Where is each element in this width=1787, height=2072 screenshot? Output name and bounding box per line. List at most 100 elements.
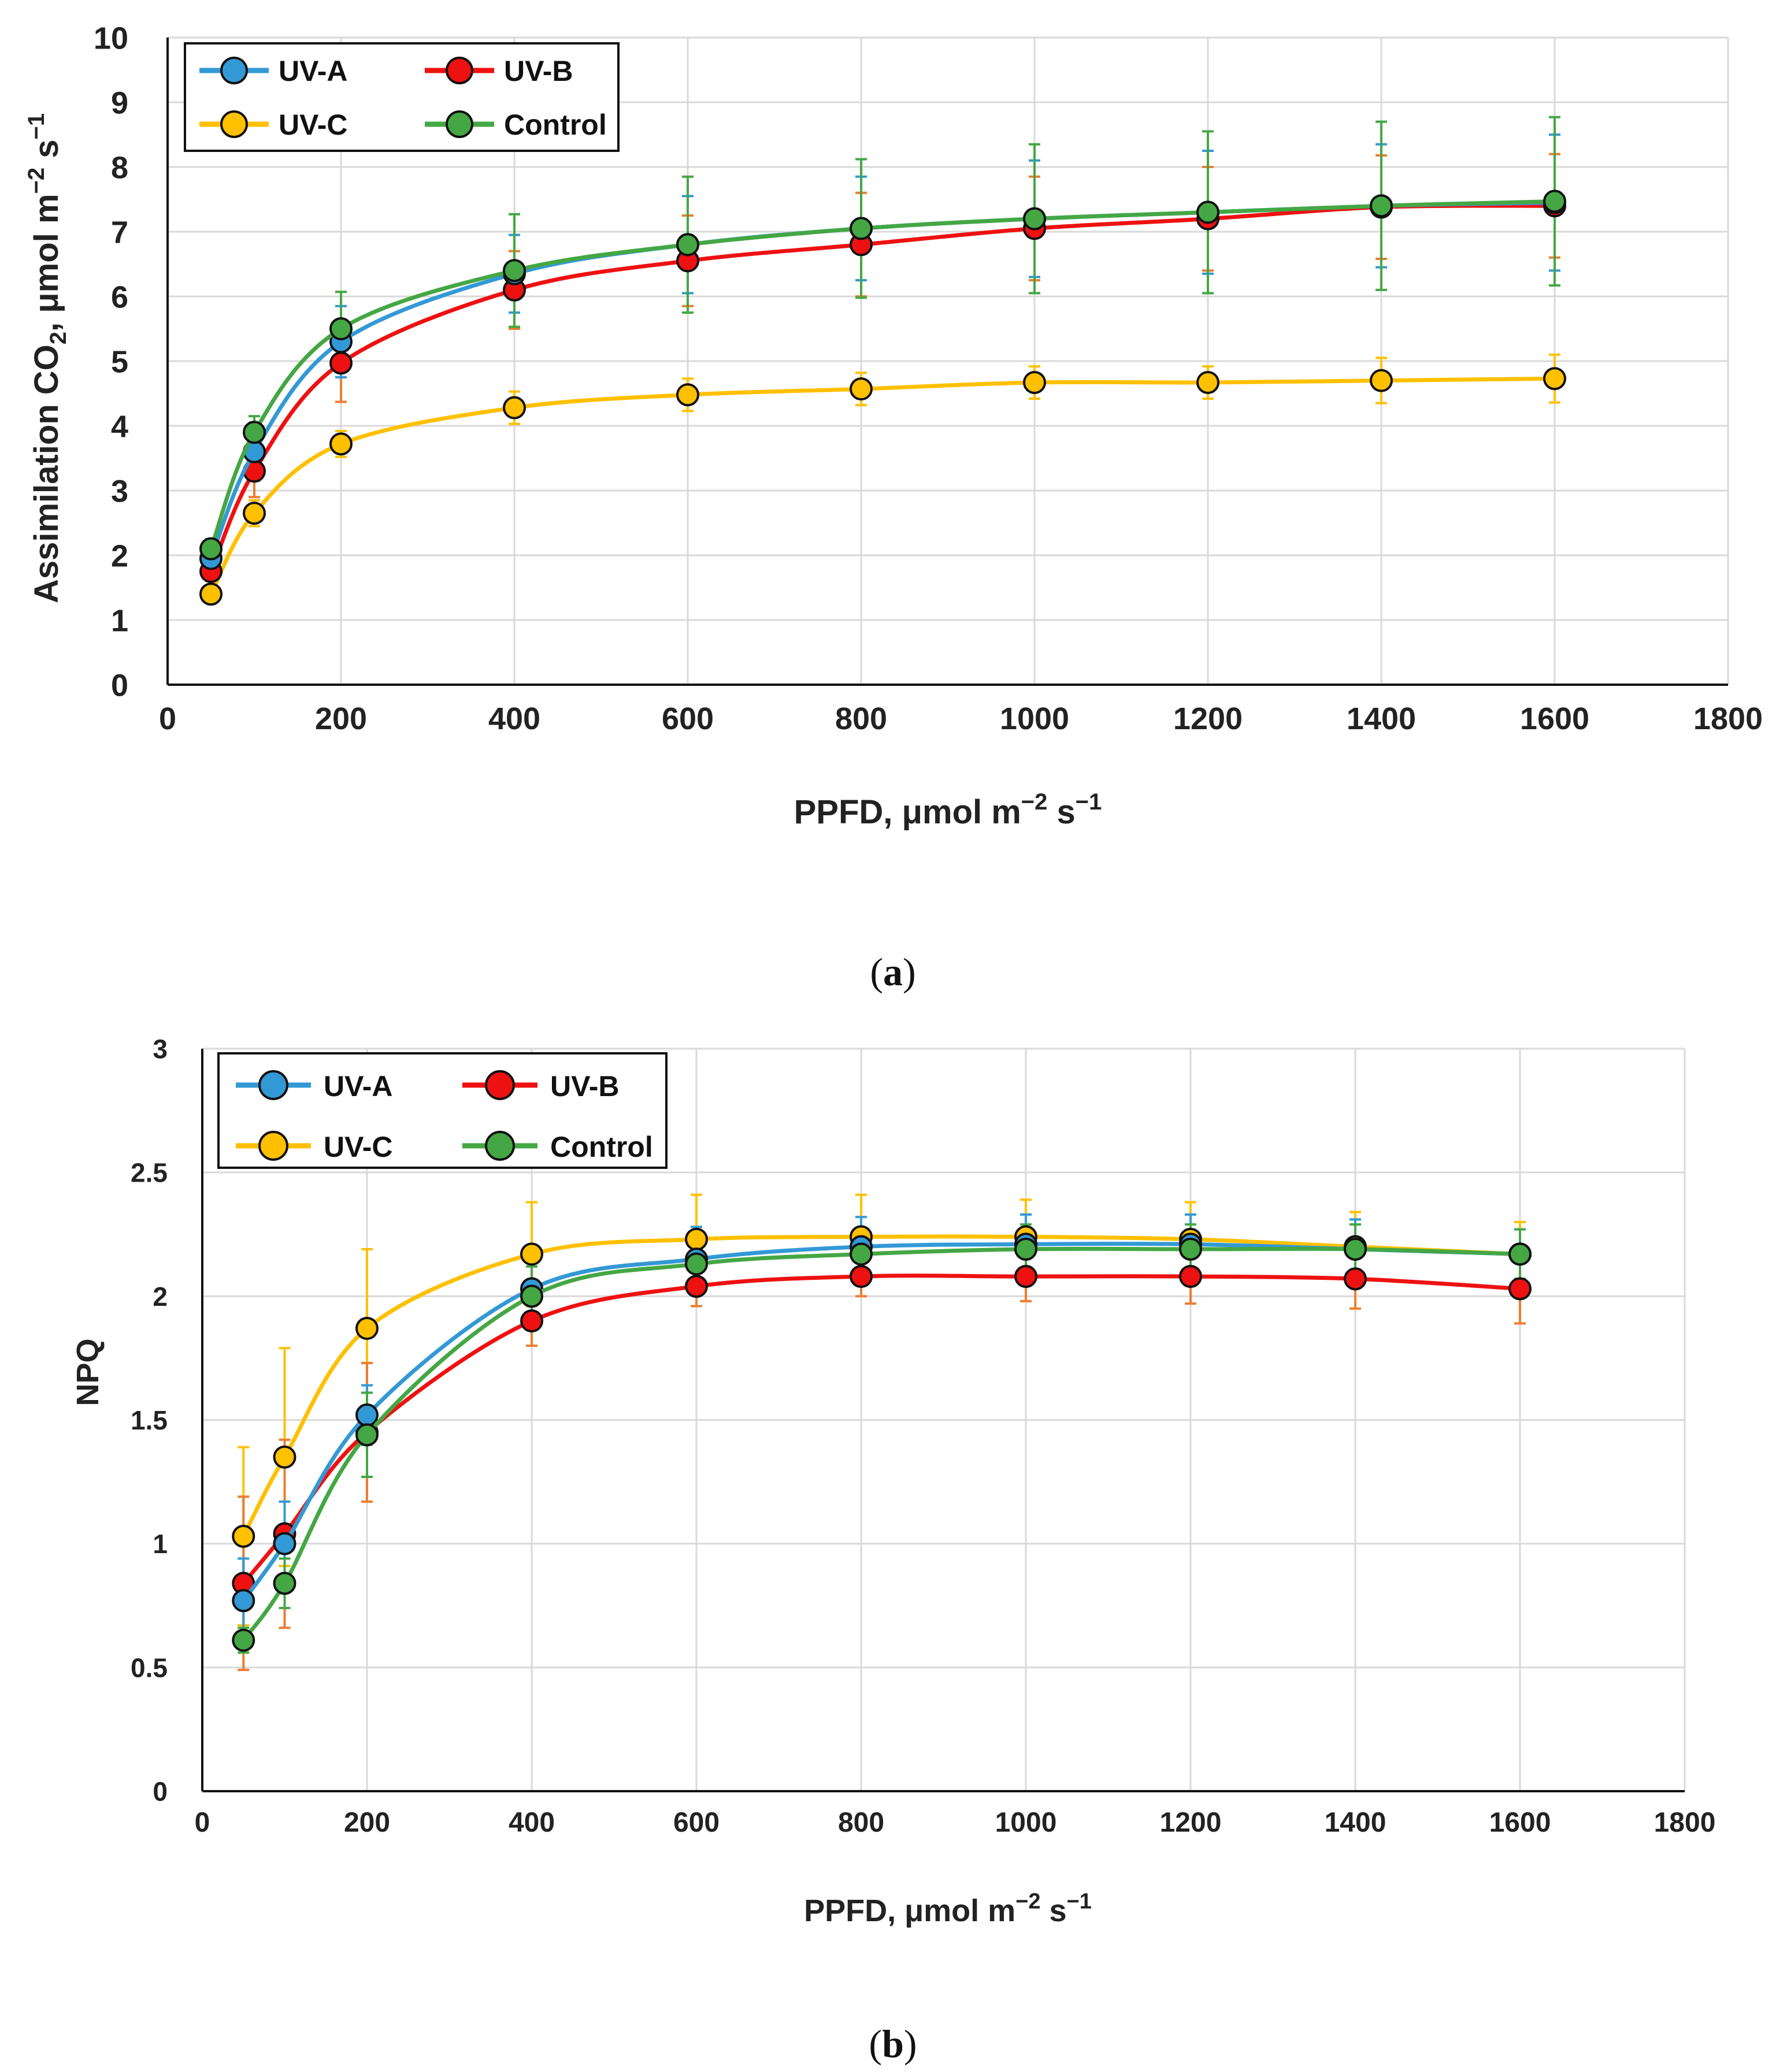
series-control <box>199 190 1566 560</box>
legend-label-uv-a: UV-A <box>324 1070 392 1102</box>
y-tick-label: 1 <box>153 1529 168 1559</box>
data-point-uv-b <box>1179 1265 1202 1288</box>
legend-label-uv-c: UV-C <box>279 109 347 141</box>
legend-label-control: Control <box>504 109 607 141</box>
x-tick-label: 1800 <box>1654 1807 1716 1838</box>
errorbars-uv-b <box>205 153 1560 582</box>
data-point-control <box>329 317 353 340</box>
x-tick-label: 800 <box>838 1807 884 1838</box>
legend-item-control: Control <box>462 1131 653 1163</box>
y-tick-label: 7 <box>111 215 128 250</box>
data-point-control <box>1370 194 1393 218</box>
data-point-control <box>1543 190 1566 213</box>
panel-a-x-tick-labels: 0 200 400 600 800 1000 1200 1400 1600 1800 <box>159 701 1763 736</box>
y-tick-label: 4 <box>111 409 128 444</box>
x-tick-label: 200 <box>344 1807 390 1838</box>
x-tick-label: 1400 <box>1325 1807 1386 1838</box>
legend-label-uv-a: UV-A <box>279 55 347 87</box>
x-tick-label: 400 <box>488 701 540 736</box>
data-point-uv-c <box>850 377 873 401</box>
x-tick-label: 0 <box>195 1807 210 1838</box>
data-point-control <box>850 1242 873 1266</box>
data-point-uv-c <box>685 1227 708 1251</box>
data-point-uv-c <box>520 1242 543 1266</box>
y-tick-label: 0 <box>153 1777 168 1807</box>
data-point-control <box>503 259 526 283</box>
panel-b-plot-area <box>201 1049 1685 1792</box>
errorbars-control <box>205 116 1560 560</box>
data-point-uv-b <box>1344 1267 1367 1291</box>
panel-a-y-tick-labels: 0 1 2 3 4 5 6 7 8 9 10 <box>94 21 128 703</box>
data-point-control <box>243 421 266 444</box>
panel-a-legend: UV-A UV-B UV-C Control <box>184 42 620 152</box>
y-tick-label: 2 <box>111 539 128 573</box>
legend-item-control: Control <box>425 109 607 141</box>
y-tick-label: 10 <box>94 21 128 55</box>
legend-item-uv-c: UV-C <box>236 1131 392 1163</box>
data-point-control <box>676 233 699 257</box>
data-point-control <box>850 217 873 240</box>
data-point-control <box>232 1628 255 1652</box>
y-tick-label: 6 <box>111 280 128 314</box>
y-tick-label: 9 <box>111 86 128 120</box>
legend-item-uv-b: UV-B <box>425 55 573 87</box>
y-tick-label: 1.5 <box>131 1405 168 1435</box>
y-tick-label: 8 <box>111 150 128 185</box>
panel-a-chart: 0 200 400 600 800 1000 1200 1400 1600 1800 0 1 2 3 4 5… <box>24 21 1763 994</box>
y-tick-label: 3 <box>111 474 128 508</box>
y-tick-label: 2.5 <box>131 1158 168 1188</box>
data-point-control <box>355 1423 379 1447</box>
data-point-control <box>1023 207 1046 231</box>
x-tick-label: 1200 <box>1173 701 1243 736</box>
series-line-uv-c <box>241 1234 1522 1539</box>
panel-a-y-axis-title: Assimilation CO2, μmol m−2 s−1 <box>24 113 71 603</box>
series-line-uv-a <box>241 1242 1522 1603</box>
data-point-uv-b <box>520 1309 543 1333</box>
x-tick-label: 800 <box>835 701 887 736</box>
panel-b-series <box>232 1193 1532 1672</box>
series-control <box>232 1237 1532 1652</box>
data-point-control <box>1344 1237 1367 1261</box>
y-tick-label: 1 <box>111 603 128 638</box>
data-point-control <box>520 1284 543 1308</box>
x-tick-label: 200 <box>315 701 367 736</box>
errorbars-uv-a <box>205 133 1560 570</box>
data-point-uv-c <box>503 396 526 419</box>
x-tick-label: 1000 <box>995 1807 1057 1838</box>
data-point-uv-a <box>273 1532 296 1555</box>
series-line-uv-b <box>209 203 1557 574</box>
panel-b-x-tick-labels: 0 200 400 600 800 1000 1200 1400 1600 1800 <box>195 1807 1716 1838</box>
series-line-uv-c <box>209 376 1557 596</box>
legend-item-uv-c: UV-C <box>199 109 347 141</box>
series-line-control <box>241 1246 1522 1643</box>
data-point-uv-b <box>1508 1277 1532 1301</box>
x-tick-label: 1600 <box>1520 701 1589 736</box>
data-point-control <box>1196 200 1219 224</box>
panel-b-y-tick-labels: 0 0.5 1 1.5 2 2.5 3 <box>131 1034 168 1807</box>
x-tick-label: 600 <box>662 701 714 736</box>
data-point-uv-c <box>355 1317 379 1341</box>
panel-a-caption: (a) <box>870 950 915 994</box>
data-point-control <box>685 1252 708 1276</box>
data-point-uv-b <box>850 1265 873 1288</box>
x-tick-label: 1200 <box>1160 1807 1222 1838</box>
data-point-control <box>1014 1237 1037 1261</box>
legend-label-control: Control <box>550 1131 653 1163</box>
x-tick-label: 1800 <box>1693 701 1763 736</box>
x-tick-label: 1400 <box>1347 701 1416 736</box>
data-point-uv-c <box>199 582 223 606</box>
data-point-uv-c <box>232 1524 255 1548</box>
data-point-uv-c <box>273 1445 296 1469</box>
errorbars-uv-c <box>205 353 1560 603</box>
data-point-control <box>1179 1237 1202 1261</box>
panel-a-plot-area <box>166 38 1728 686</box>
data-point-uv-b <box>329 351 353 375</box>
legend-item-uv-a: UV-A <box>199 55 347 87</box>
y-tick-label: 0.5 <box>131 1653 168 1683</box>
x-tick-label: 1000 <box>1000 701 1069 736</box>
series-line-control <box>209 199 1557 551</box>
y-tick-label: 3 <box>153 1034 168 1064</box>
data-point-uv-b <box>685 1275 708 1298</box>
series-uv-c <box>199 367 1566 606</box>
